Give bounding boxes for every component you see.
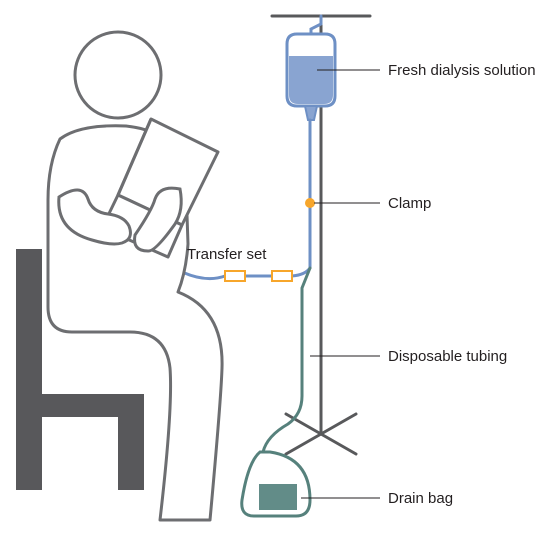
clamp-icon (305, 198, 315, 208)
iv-bag (287, 34, 335, 120)
label-fresh-solution: Fresh dialysis solution (388, 62, 536, 79)
label-transfer-set: Transfer set (187, 246, 266, 263)
label-disposable-tubing: Disposable tubing (388, 348, 507, 365)
drain-bag-icon (242, 452, 310, 516)
label-clamp: Clamp (388, 195, 431, 212)
leader-lines (301, 70, 380, 498)
label-drain-bag: Drain bag (388, 490, 453, 507)
